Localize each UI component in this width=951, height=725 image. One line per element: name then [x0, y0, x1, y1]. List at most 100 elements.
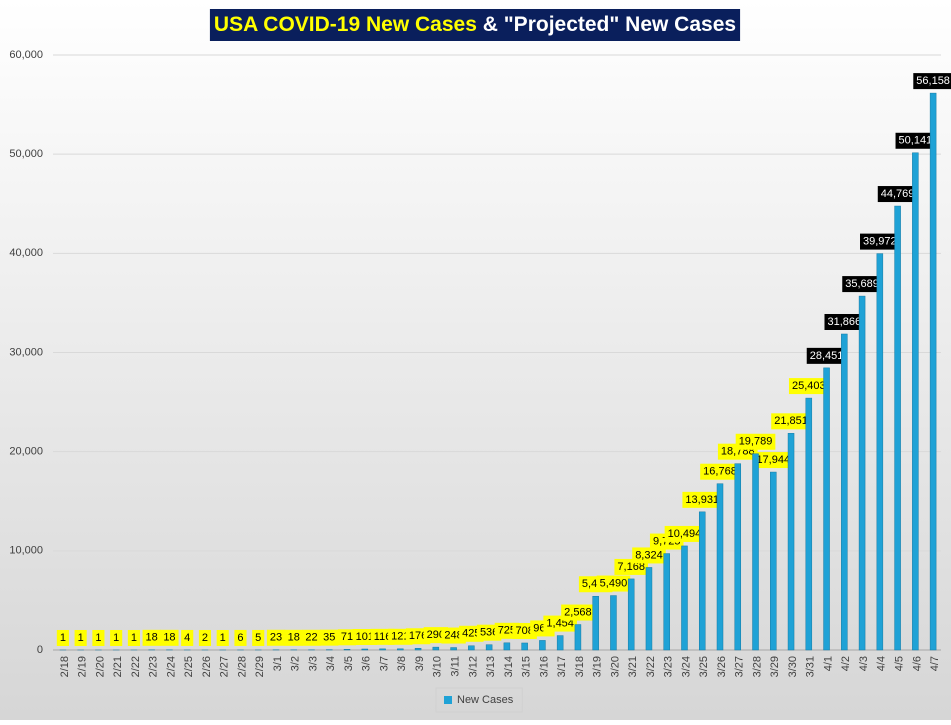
x-tick-label: 3/9: [414, 656, 426, 671]
bar: [380, 649, 386, 650]
value-label: 21,851: [774, 415, 808, 427]
x-tick-label: 3/17: [556, 656, 568, 677]
x-tick-label: 3/12: [467, 656, 479, 677]
bar: [557, 636, 563, 650]
x-tick-label: 3/22: [645, 656, 657, 677]
x-tick-label: 3/15: [521, 656, 533, 677]
y-tick-label: 30,000: [9, 346, 43, 358]
y-tick-label: 50,000: [9, 148, 43, 160]
value-label: 35,689: [845, 278, 879, 290]
value-label: 18: [146, 632, 158, 644]
value-label: 13,931: [685, 494, 719, 506]
value-label: 39,972: [863, 236, 897, 248]
x-tick-label: 2/25: [183, 656, 195, 677]
bar: [344, 649, 350, 650]
x-tick-label: 3/13: [485, 656, 497, 677]
x-tick-label: 3/20: [609, 656, 621, 677]
x-tick-label: 2/18: [59, 656, 71, 677]
y-tick-label: 60,000: [9, 49, 43, 61]
x-tick-label: 4/4: [876, 656, 888, 671]
x-tick-label: 3/29: [769, 656, 781, 677]
value-label: 2: [202, 632, 208, 644]
bar: [895, 206, 901, 650]
x-tick-label: 2/23: [148, 656, 160, 677]
x-tick-label: 4/2: [840, 656, 852, 671]
bar: [451, 648, 457, 650]
bar: [806, 398, 812, 650]
x-tick-label: 3/3: [307, 656, 319, 671]
bar: [788, 433, 794, 650]
x-tick-label: 3/30: [787, 656, 799, 677]
value-label: 71: [341, 631, 353, 643]
value-label: 25,403: [792, 380, 826, 392]
x-tick-label: 2/27: [219, 656, 231, 677]
x-tick-label: 4/1: [822, 656, 834, 671]
value-label: 56,158: [916, 75, 950, 87]
x-tick-label: 3/14: [503, 656, 515, 677]
value-label: 1: [78, 632, 84, 644]
value-label: 4: [184, 632, 190, 644]
x-tick-label: 4/3: [858, 656, 870, 671]
x-tick-label: 3/16: [538, 656, 550, 677]
bar: [397, 649, 403, 650]
x-tick-label: 3/11: [450, 656, 462, 677]
value-label: 1: [113, 632, 119, 644]
bar: [362, 649, 368, 650]
y-tick-label: 10,000: [9, 545, 43, 557]
bar: [681, 546, 687, 650]
x-tick-label: 3/28: [751, 656, 763, 677]
bar: [753, 454, 759, 650]
x-tick-label: 4/5: [894, 656, 906, 671]
value-label: 23: [270, 632, 282, 644]
value-label: 1: [131, 632, 137, 644]
x-tick-label: 3/24: [680, 656, 692, 677]
x-tick-label: 2/20: [94, 656, 106, 677]
bar: [628, 579, 634, 650]
value-label: 44,769: [881, 188, 915, 200]
value-label: 19,789: [739, 436, 773, 448]
value-label: 5,490: [600, 577, 628, 589]
x-tick-label: 2/28: [236, 656, 248, 677]
value-label: 18: [163, 632, 175, 644]
x-tick-label: 3/6: [361, 656, 373, 671]
bar: [824, 368, 830, 650]
bar: [930, 93, 936, 650]
bar: [610, 596, 616, 650]
value-label: 35: [323, 632, 335, 644]
legend-swatch: [444, 696, 452, 704]
bar: [575, 625, 581, 650]
value-label: 5: [255, 632, 261, 644]
title-part: USA COVID-19 New Cases: [214, 13, 477, 36]
x-tick-label: 3/26: [716, 656, 728, 677]
x-tick-label: 3/8: [396, 656, 408, 671]
bar: [415, 648, 421, 650]
y-tick-label: 20,000: [9, 446, 43, 458]
x-tick-label: 2/29: [254, 656, 266, 677]
bar: [504, 643, 510, 650]
bar: [912, 153, 918, 650]
value-label: 1: [220, 632, 226, 644]
x-tick-label: 2/24: [165, 656, 177, 677]
x-tick-label: 3/18: [574, 656, 586, 677]
value-label: 2,568: [564, 606, 592, 618]
x-tick-label: 3/31: [805, 656, 817, 677]
x-tick-label: 2/21: [112, 656, 124, 677]
x-tick-label: 4/7: [929, 656, 941, 671]
bar: [859, 296, 865, 650]
value-label: 17,944: [756, 454, 790, 466]
x-tick-label: 4/6: [911, 656, 923, 671]
value-label: 31,866: [827, 316, 861, 328]
value-label: 28,451: [810, 350, 844, 362]
bar: [877, 254, 883, 650]
x-tick-label: 3/21: [627, 656, 639, 677]
bar: [699, 512, 705, 650]
bar: [735, 464, 741, 650]
bar: [522, 643, 528, 650]
bar: [486, 645, 492, 650]
x-tick-label: 3/1: [272, 656, 284, 671]
value-label: 22: [305, 632, 317, 644]
x-tick-label: 3/10: [432, 656, 444, 677]
x-tick-label: 3/7: [378, 656, 390, 671]
y-tick-label: 40,000: [9, 247, 43, 259]
